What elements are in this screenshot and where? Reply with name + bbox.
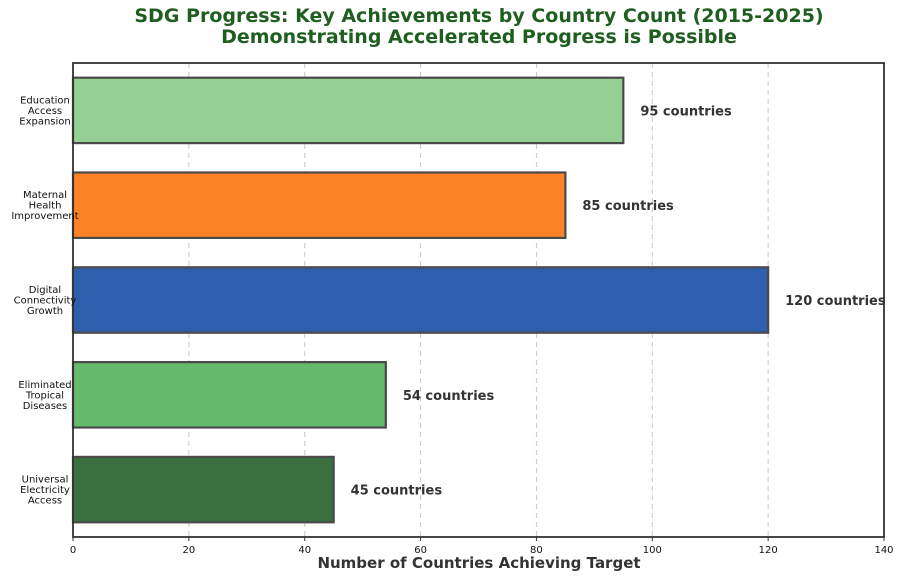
x-tick-label: 120 — [759, 545, 778, 556]
y-tick-label-line: Diseases — [23, 401, 68, 412]
plot-frame — [72, 62, 885, 538]
x-axis-ticks: 0 20 40 60 80 100 120 140 — [70, 537, 894, 556]
y-tick-label-line: Tropical — [25, 390, 64, 401]
bar-data-label: 85 countries — [582, 199, 674, 214]
x-tick-label: 20 — [182, 545, 195, 556]
bars: 95 countries 85 countries 120 countries 54 … — [71, 76, 886, 524]
y-tick-label-line: Expansion — [19, 116, 71, 127]
y-tick-label-line: Universal — [22, 475, 69, 486]
y-tick-label-line: Digital — [29, 285, 61, 296]
y-tick-label: Eliminated Tropical Diseases — [18, 380, 71, 412]
y-tick-label-line: Access — [28, 106, 62, 117]
y-tick-label-line: Access — [28, 496, 62, 507]
y-tick-label: Education Access Expansion — [19, 95, 71, 127]
y-tick-label: Digital Connectivity Growth — [14, 285, 77, 317]
y-tick-label: Universal Electricity Access — [20, 475, 70, 507]
bar — [71, 360, 387, 429]
x-tick-label: 140 — [874, 545, 893, 556]
y-tick-label-line: Connectivity — [14, 296, 77, 307]
y-tick-label-line: Education — [20, 95, 70, 106]
bar — [71, 266, 770, 334]
y-tick-label: Maternal Health Improvement — [11, 190, 78, 222]
bar-data-label: 95 countries — [640, 104, 732, 119]
y-tick-label-line: Growth — [27, 306, 63, 317]
x-tick-label: 40 — [298, 545, 311, 556]
bar-data-label: 54 countries — [403, 389, 495, 404]
bar — [71, 455, 335, 524]
chart-title-line-1: SDG Progress: Key Achievements by Countr… — [134, 5, 823, 27]
y-tick-label-line: Maternal — [23, 190, 67, 201]
bar — [71, 76, 625, 145]
x-tick-label: 100 — [643, 545, 662, 556]
x-tick-label: 60 — [414, 545, 427, 556]
y-tick-label-line: Electricity — [20, 485, 70, 496]
chart-title-line-2: Demonstrating Accelerated Progress is Po… — [221, 26, 737, 48]
y-tick-label-line: Eliminated — [18, 380, 71, 391]
bar-data-label: 120 countries — [785, 294, 886, 309]
x-tick-label: 0 — [70, 545, 76, 556]
x-tick-label: 80 — [530, 545, 543, 556]
bar-data-label: 45 countries — [351, 484, 443, 499]
bar — [71, 171, 567, 240]
x-axis-label: Number of Countries Achieving Target — [317, 554, 640, 572]
y-tick-label-line: Improvement — [11, 211, 78, 222]
y-tick-label-line: Health — [29, 201, 62, 212]
